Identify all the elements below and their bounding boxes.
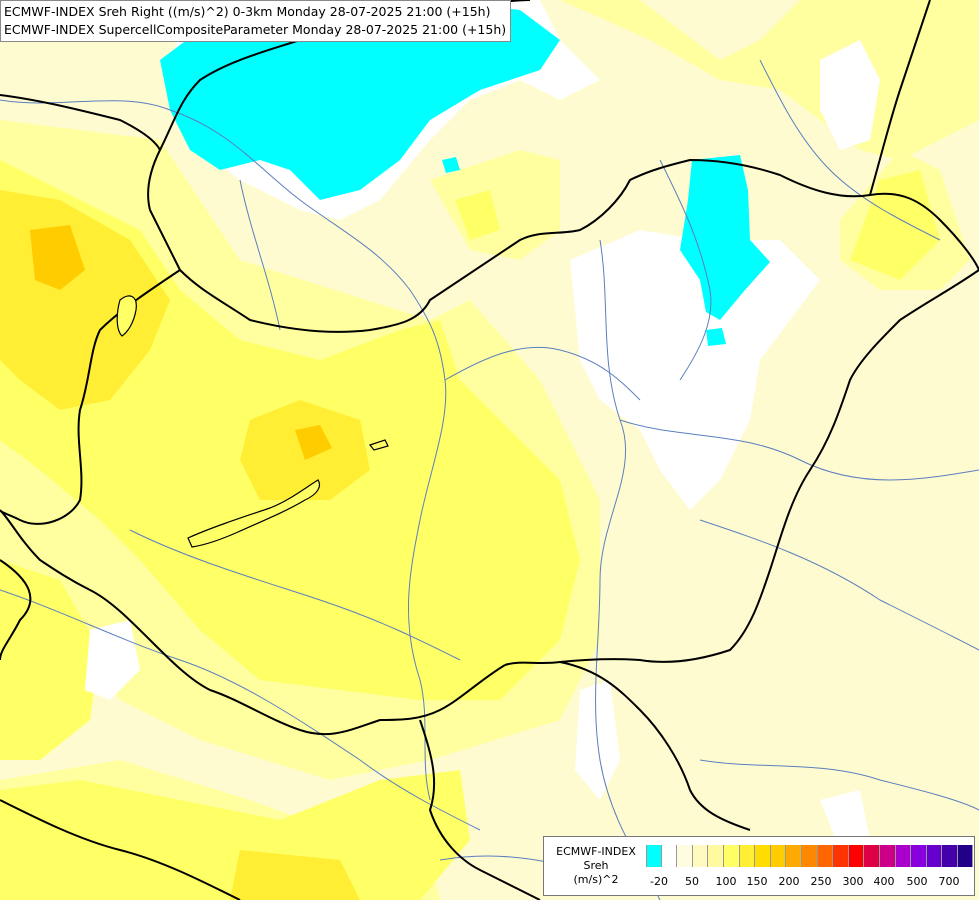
legend-swatch — [879, 845, 896, 867]
legend-swatch — [926, 845, 943, 867]
lake-velence — [368, 439, 389, 451]
field-yellow-south — [0, 770, 470, 900]
legend-swatch — [864, 845, 880, 867]
legend-swatch — [661, 845, 678, 867]
field-pale-yellow-north — [560, 0, 979, 160]
border-south-rs — [419, 719, 541, 900]
border-south-ro — [559, 661, 751, 831]
lakes — [116, 295, 389, 548]
river-7 — [129, 529, 461, 661]
legend-tick-label: 200 — [778, 875, 800, 888]
field-cyan-blob-small — [706, 328, 726, 346]
river-8 — [239, 179, 281, 331]
legend-tick-label: 150 — [746, 875, 768, 888]
legend-swatch — [646, 845, 662, 867]
legend-ticks: -20 50 100 150 200 250 300 400 500 700 — [646, 875, 966, 889]
river-3 — [595, 239, 661, 900]
field-cyan-north — [160, 0, 560, 200]
field-pale-yellow-center — [430, 150, 560, 260]
border-sw-hr — [0, 799, 241, 900]
legend-tick-label: 300 — [842, 875, 864, 888]
border-south — [0, 509, 506, 736]
legend-swatch — [708, 845, 724, 867]
field-cyan-blob-tiny — [442, 157, 460, 173]
border-north — [0, 94, 979, 333]
legend-swatch — [942, 845, 958, 867]
lake-neusiedl — [116, 295, 137, 337]
legend-title-line-3: (m/s)^2 — [573, 873, 619, 886]
legend-swatch — [739, 845, 756, 867]
legend-swatch — [957, 845, 974, 867]
legend-swatch — [848, 845, 865, 867]
color-legend: ECMWF-INDEX Sreh (m/s)^2 -20 50 100 150 200 2… — [543, 836, 975, 896]
legend-swatch — [677, 845, 693, 867]
legend-swatch — [895, 845, 912, 867]
legend-title-line-2: Sreh — [583, 859, 609, 872]
legend-title-line-1: ECMWF-INDEX — [556, 845, 636, 858]
legend-swatch — [692, 845, 709, 867]
legend-tick-label: 500 — [906, 875, 928, 888]
field-orange-west — [30, 225, 85, 290]
legend-tick-label: -20 — [650, 875, 668, 888]
river-11 — [699, 759, 979, 811]
legend-swatch — [786, 845, 802, 867]
field-orange-center — [295, 425, 332, 460]
title-line-2: ECMWF-INDEX SupercellCompositeParameter … — [4, 22, 507, 37]
legend-swatch — [833, 845, 849, 867]
lake-balaton — [187, 479, 321, 548]
field-yellow-patch-center — [455, 190, 500, 240]
border-east — [504, 269, 979, 666]
legend-swatch — [723, 845, 740, 867]
field-cyan-east — [680, 155, 770, 320]
legend-tick-label: 700 — [938, 875, 960, 888]
field-white-northeast — [820, 40, 880, 150]
legend-title: ECMWF-INDEX Sreh (m/s)^2 — [548, 845, 644, 887]
field-yellow-southwest — [0, 560, 100, 760]
river-4 — [619, 419, 979, 481]
border-west-at — [0, 269, 181, 525]
border-southwest — [0, 559, 32, 661]
field-yellow-patch-east — [850, 170, 940, 280]
river-9 — [659, 159, 712, 381]
river-5 — [699, 519, 979, 651]
map-title-box: ECMWF-INDEX Sreh Right ((m/s)^2) 0-3km M… — [0, 0, 512, 42]
legend-swatch — [817, 845, 834, 867]
legend-tick-label: 250 — [810, 875, 832, 888]
field-white-southeast — [820, 790, 870, 850]
legend-swatch — [801, 845, 818, 867]
river-2 — [444, 346, 641, 401]
field-gold-south — [230, 850, 360, 900]
field-white-east — [570, 230, 820, 510]
legend-swatch — [755, 845, 771, 867]
legend-tick-label: 100 — [715, 875, 737, 888]
legend-tick-label: 400 — [873, 875, 895, 888]
legend-swatches — [646, 845, 974, 867]
legend-swatch — [770, 845, 787, 867]
river-1 — [0, 99, 447, 801]
title-line-1: ECMWF-INDEX Sreh Right ((m/s)^2) 0-3km M… — [4, 4, 491, 19]
border-ne-ua — [869, 0, 931, 196]
river-6 — [0, 589, 481, 831]
rivers — [0, 59, 979, 900]
river-10 — [759, 59, 941, 241]
legend-swatch — [911, 845, 927, 867]
legend-tick-label: 50 — [685, 875, 699, 888]
